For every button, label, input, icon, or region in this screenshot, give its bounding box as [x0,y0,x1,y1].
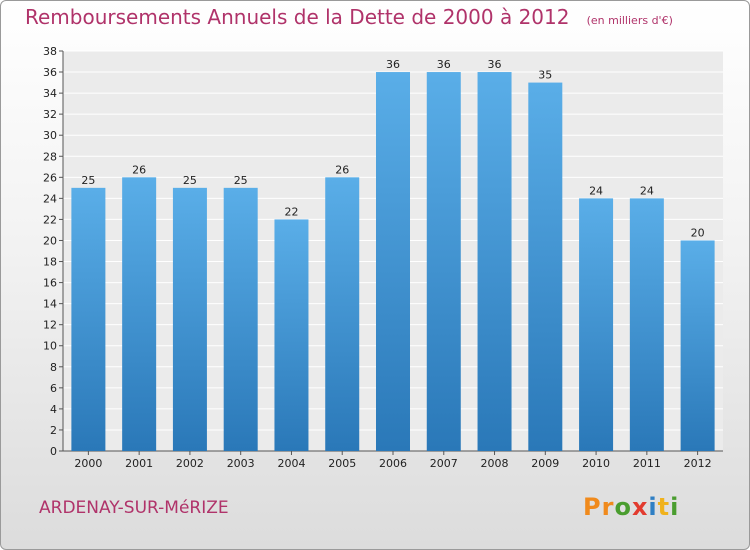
y-tick-label: 18 [43,256,57,269]
data-label: 36 [488,58,502,71]
data-label: 24 [589,184,603,197]
y-tick-label: 24 [43,192,57,205]
data-label: 25 [81,174,95,187]
y-tick-label: 34 [43,87,57,100]
y-tick-label: 6 [50,382,57,395]
x-tick-label: 2011 [633,457,661,470]
y-tick-label: 16 [43,277,57,290]
data-label: 25 [234,174,248,187]
y-tick-label: 8 [50,361,57,374]
chart-subtitle: (en milliers d'€) [586,14,673,27]
bar [680,240,715,451]
bar [629,198,664,451]
x-tick-label: 2001 [125,457,153,470]
y-tick-label: 12 [43,319,57,332]
bar [477,72,512,451]
y-tick-label: 26 [43,171,57,184]
x-tick-label: 2004 [277,457,305,470]
y-tick-label: 2 [50,424,57,437]
bar [376,72,410,451]
data-label: 24 [640,184,654,197]
bar [579,198,614,451]
x-tick-label: 2005 [328,457,356,470]
y-tick-label: 36 [43,66,57,79]
x-tick-label: 2009 [531,457,559,470]
y-tick-label: 0 [50,445,57,458]
y-tick-label: 22 [43,213,57,226]
data-label: 26 [335,163,349,176]
bar [223,187,258,451]
data-label: 36 [437,58,451,71]
x-tick-label: 2010 [582,457,610,470]
y-tick-label: 4 [50,403,57,416]
data-label: 26 [132,163,146,176]
data-label: 22 [284,205,298,218]
x-tick-label: 2002 [176,457,204,470]
y-tick-label: 14 [43,298,57,311]
y-tick-label: 32 [43,108,57,121]
data-label: 20 [691,226,705,239]
chart-title: Remboursements Annuels de la Dette de 20… [25,5,570,29]
bar [528,82,563,451]
data-label: 35 [538,69,552,82]
y-tick-label: 30 [43,129,57,142]
data-label: 25 [183,174,197,187]
x-tick-label: 2006 [379,457,407,470]
y-tick-label: 28 [43,150,57,163]
title-row: Remboursements Annuels de la Dette de 20… [25,5,673,29]
bar [71,187,106,451]
bar [274,219,309,451]
y-tick-label: 10 [43,340,57,353]
x-tick-label: 2000 [74,457,102,470]
bar [172,187,207,451]
y-tick-label: 38 [43,45,57,58]
x-tick-label: 2003 [227,457,255,470]
x-tick-label: 2012 [684,457,712,470]
y-tick-label: 20 [43,234,57,247]
bar [122,177,157,451]
bar [426,72,461,451]
x-tick-label: 2007 [430,457,458,470]
data-label: 36 [386,58,400,71]
place-name: ARDENAY-SUR-MéRIZE [39,498,229,518]
x-tick-label: 2008 [481,457,509,470]
bar [325,177,360,451]
proxiti-logo: Proxiti [583,493,680,521]
